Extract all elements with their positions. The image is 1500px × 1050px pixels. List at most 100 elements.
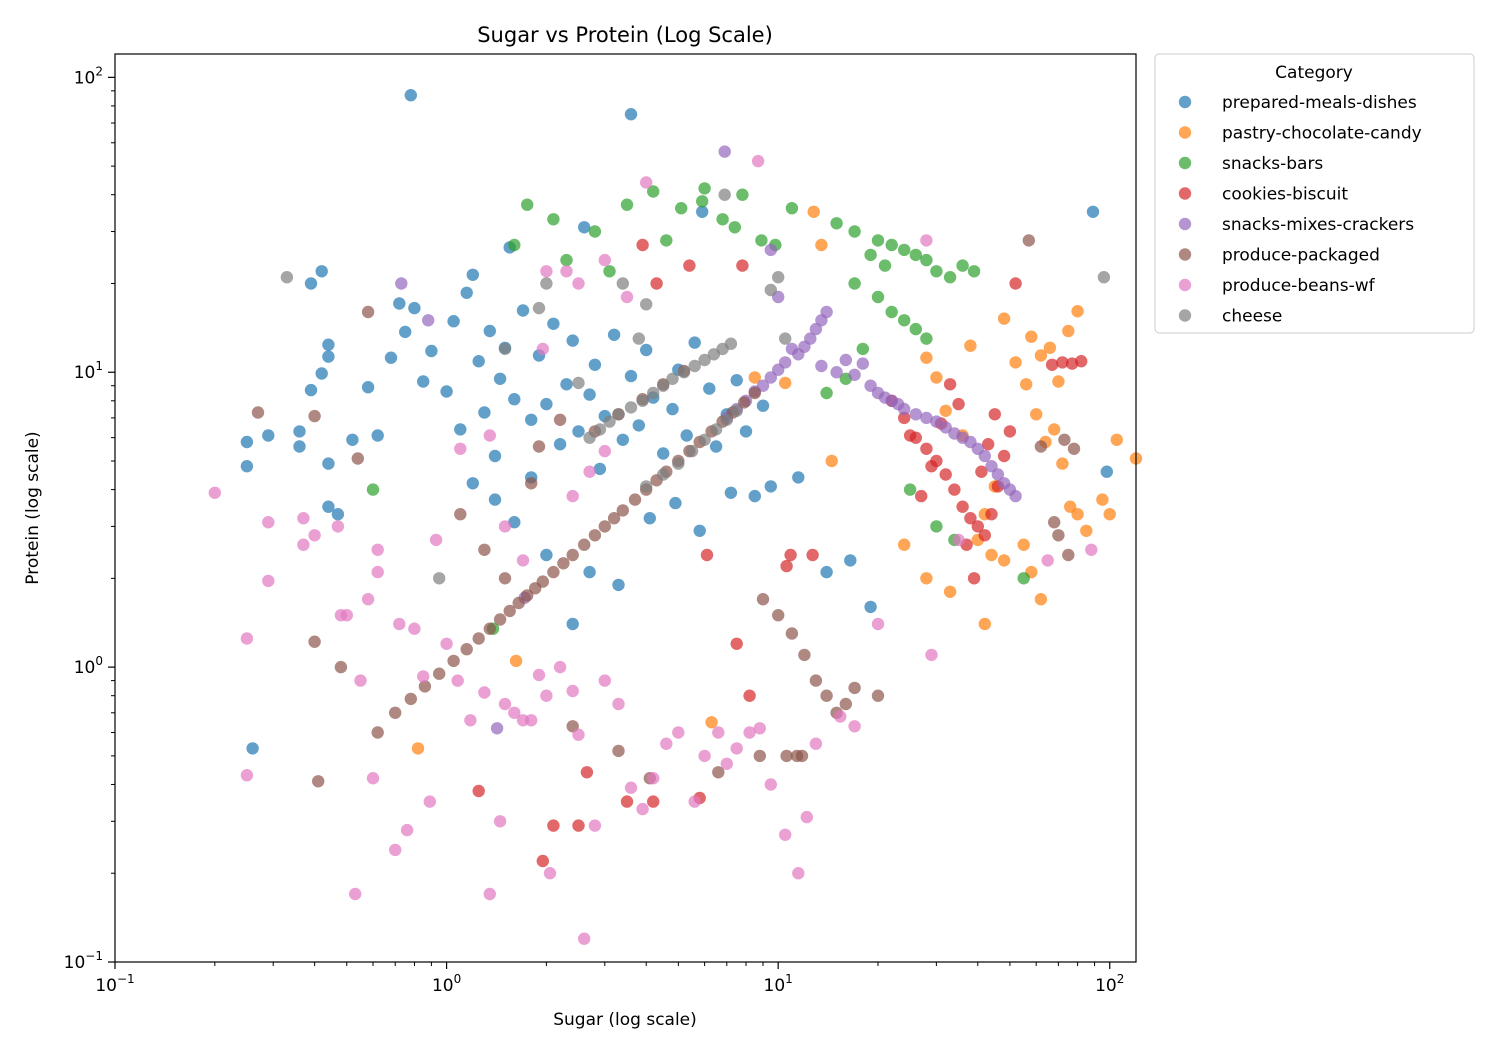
point-snacks-mixes-crackers-22	[909, 408, 922, 421]
point-snacks-mixes-crackers-45	[490, 722, 504, 735]
point-prepared-meals-dishes-30	[460, 286, 473, 299]
point-produce-beans-wf-28	[483, 887, 496, 901]
point-prepared-meals-dishes-39	[508, 393, 521, 406]
legend-marker	[1178, 248, 1192, 261]
legend-item-snacks-mixes-crackers[interactable]: snacks-mixes-crackers	[1178, 215, 1414, 235]
x-tick-label: 100	[432, 972, 461, 996]
legend-item-cheese[interactable]: cheese	[1178, 307, 1283, 327]
point-produce-beans-wf-1	[240, 769, 254, 782]
legend-item-prepared-meals-dishes[interactable]: prepared-meals-dishes	[1178, 93, 1417, 113]
point-produce-packaged-48	[820, 689, 833, 702]
y-tick-base: 10	[74, 68, 96, 88]
point-cheese-0	[280, 271, 294, 284]
x-tick-base: 10	[1095, 976, 1117, 996]
point-prepared-meals-dishes-17	[331, 508, 345, 521]
point-cheese-20	[657, 468, 670, 481]
point-prepared-meals-dishes-64	[688, 336, 701, 349]
point-snacks-bars-31	[696, 195, 709, 208]
point-cookies-biscuit-42	[580, 766, 594, 779]
point-cookies-biscuit-19	[915, 489, 928, 503]
point-prepared-meals-dishes-82	[764, 480, 777, 493]
point-produce-beans-wf-81	[566, 489, 579, 503]
point-snacks-mixes-crackers-11	[820, 305, 833, 319]
point-snacks-bars-18	[920, 332, 933, 345]
x-tick-label: 102	[1095, 972, 1124, 996]
series-prepared-meals-dishes	[240, 89, 1114, 755]
point-produce-packaged-67	[532, 440, 546, 453]
point-produce-beans-wf-52	[720, 757, 733, 770]
point-produce-packaged-11	[512, 596, 525, 610]
point-prepared-meals-dishes-69	[730, 374, 743, 387]
point-produce-packaged-18	[578, 538, 591, 551]
legend-item-snacks-bars[interactable]: snacks-bars	[1178, 154, 1324, 174]
y-tick-exponent: 2	[95, 64, 103, 78]
point-cheese-34	[718, 188, 731, 201]
point-prepared-meals-dishes-32	[472, 355, 485, 368]
legend-item-produce-beans-wf[interactable]: produce-beans-wf	[1178, 276, 1376, 296]
point-snacks-bars-38	[508, 238, 521, 252]
legend-item-cookies-biscuit[interactable]: cookies-biscuit	[1178, 185, 1349, 205]
legend-item-pastry-chocolate-candy[interactable]: pastry-chocolate-candy	[1178, 124, 1422, 144]
point-cookies-biscuit-31	[700, 548, 714, 562]
point-snacks-bars-14	[871, 290, 885, 304]
point-pastry-chocolate-candy-26	[939, 404, 952, 417]
legend-items[interactable]: prepared-meals-dishes pastry-chocolate-ca…	[1178, 93, 1422, 327]
point-produce-beans-wf-30	[498, 697, 512, 711]
point-produce-packaged-19	[588, 529, 602, 542]
point-prepared-meals-dishes-19	[361, 381, 375, 394]
point-prepared-meals-dishes-36	[493, 372, 507, 385]
point-pastry-chocolate-candy-0	[1025, 330, 1038, 343]
point-prepared-meals-dishes-27	[440, 385, 453, 398]
point-pastry-chocolate-candy-29	[964, 339, 977, 352]
point-cookies-biscuit-28	[1056, 356, 1069, 369]
point-cheese-5	[593, 423, 607, 436]
point-pastry-chocolate-candy-3	[1052, 375, 1065, 388]
point-pastry-chocolate-candy-34	[943, 585, 957, 598]
point-cookies-biscuit-45	[683, 259, 696, 272]
point-pastry-chocolate-candy-9	[1030, 408, 1043, 421]
point-cookies-biscuit-15	[952, 397, 965, 411]
point-prepared-meals-dishes-4	[304, 277, 318, 290]
y-axis-label: Protein (log scale)	[23, 431, 43, 584]
legend[interactable]: Category prepared-meals-dishes pastry-cho…	[1154, 53, 1475, 334]
point-produce-packaged-72	[1034, 440, 1048, 453]
point-snacks-bars-6	[885, 238, 898, 252]
point-produce-packaged-10	[503, 604, 516, 618]
point-produce-beans-wf-53	[730, 742, 743, 755]
point-cheese-21	[672, 457, 685, 470]
point-pastry-chocolate-candy-39	[779, 376, 792, 390]
point-produce-beans-wf-62	[848, 720, 861, 733]
point-pastry-chocolate-candy-44	[825, 454, 838, 468]
point-produce-beans-wf-23	[429, 533, 443, 547]
legend-marker	[1178, 309, 1192, 322]
point-cookies-biscuit-16	[943, 378, 957, 391]
point-produce-beans-wf-70	[560, 265, 573, 278]
point-produce-beans-wf-64	[925, 648, 938, 662]
point-prepared-meals-dishes-31	[466, 268, 479, 281]
point-produce-beans-wf-48	[672, 726, 685, 739]
point-produce-packaged-17	[566, 548, 579, 562]
point-cheese-2	[498, 342, 512, 356]
point-cookies-biscuit-6	[948, 483, 961, 496]
point-cheese-32	[772, 271, 785, 284]
point-prepared-meals-dishes-47	[566, 334, 579, 347]
point-pastry-chocolate-candy-2	[1043, 341, 1057, 354]
point-produce-beans-wf-74	[640, 176, 653, 189]
point-cheese-33	[1097, 271, 1111, 284]
point-pastry-chocolate-candy-30	[1017, 538, 1030, 551]
point-produce-packaged-9	[493, 613, 507, 626]
point-cookies-biscuit-8	[964, 512, 977, 525]
point-prepared-meals-dishes-23	[399, 325, 412, 339]
point-cookies-biscuit-33	[743, 689, 756, 702]
point-produce-beans-wf-55	[753, 722, 766, 735]
point-cookies-biscuit-23	[975, 465, 988, 478]
point-prepared-meals-dishes-52	[593, 462, 607, 476]
legend-item-produce-packaged[interactable]: produce-packaged	[1178, 246, 1380, 266]
point-produce-beans-wf-50	[698, 749, 711, 763]
point-produce-beans-wf-46	[647, 772, 660, 785]
point-cheese-13	[677, 366, 691, 379]
series-pastry-chocolate-candy	[411, 205, 1143, 755]
x-tick-label: 10−1	[95, 972, 134, 996]
point-prepared-meals-dishes-21	[384, 351, 398, 364]
point-snacks-bars-29	[647, 185, 660, 198]
